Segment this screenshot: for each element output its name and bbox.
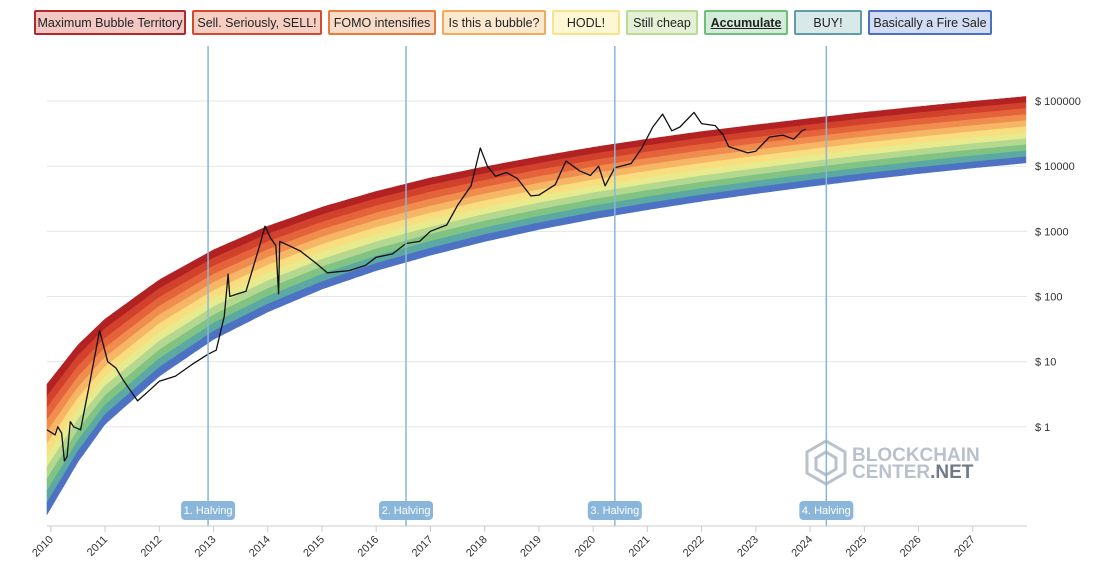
x-tick-label: 2020 [572,534,598,560]
x-tick-label: 2024 [789,534,815,560]
halving-markers: 1. Halving 2. Halving 3. Halving 4. Halving [181,46,854,526]
halving-label: 3. Halving [590,505,639,517]
x-tick-label: 2019 [518,534,544,560]
rainbow-bands [46,96,1027,516]
watermark-line1: BLOCKCHAIN [852,445,980,466]
halving-label-box [379,501,434,520]
x-tick-label: 2013 [193,534,219,560]
rainbow-band [46,156,1027,516]
halving-label-box [587,501,642,520]
x-tick-label: 2017 [410,534,436,560]
halving-label-box [181,501,236,520]
y-tick-label: $ 10000 [1035,161,1075,173]
legend-item-fomo-intensifies[interactable]: FOMO intensifies [328,10,436,35]
x-tick-label: 2027 [952,534,978,560]
x-tick-label: 2016 [356,534,382,560]
legend-item-basically-a-fire-sale[interactable]: Basically a Fire Sale [868,10,992,35]
watermark-logo: BLOCKCHAIN CENTER.NET [805,439,980,486]
y-tick-label: $ 1 [1035,422,1050,434]
legend-item-is-this-a-bubble[interactable]: Is this a bubble? [442,10,546,35]
x-tick-label: 2021 [627,534,653,560]
price-series [46,111,806,462]
x-tick-label: 2014 [247,534,273,560]
y-tick-label: $ 100000 [1035,96,1081,108]
legend-item-maximum-bubble-territory[interactable]: Maximum Bubble Territory [34,10,186,35]
x-tick-label: 2011 [85,534,110,559]
legend: Maximum Bubble Territory Sell. Seriously… [0,0,1114,48]
legend-item-sell-seriously-sell[interactable]: Sell. Seriously, SELL! [192,10,322,35]
x-tick-label: 2022 [681,534,707,560]
x-tick-label: 2015 [301,534,327,560]
halving-label: 2. Halving [382,505,431,517]
x-tick-label: 2010 [30,534,56,560]
x-tick-label: 2023 [735,534,761,560]
legend-item-accumulate[interactable]: Accumulate [704,10,788,35]
legend-item-still-cheap[interactable]: Still cheap [626,10,698,35]
halving-label: 1. Halving [184,505,233,517]
price-line [46,111,806,462]
halving-label: 4. Halving [802,505,851,517]
y-tick-label: $ 10 [1035,357,1056,369]
watermark-line2: CENTER.NET [852,462,974,483]
x-tick-label: 2025 [844,534,870,560]
x-tick-label: 2012 [139,534,165,560]
legend-item-hodl[interactable]: HODL! [552,10,620,35]
x-tick-label: 2026 [898,534,924,560]
halving-label-box [799,501,854,520]
y-tick-label: $ 100 [1035,291,1063,303]
y-tick-label: $ 1000 [1035,226,1069,238]
legend-item-buy[interactable]: BUY! [794,10,862,35]
x-tick-label: 2018 [464,534,490,560]
